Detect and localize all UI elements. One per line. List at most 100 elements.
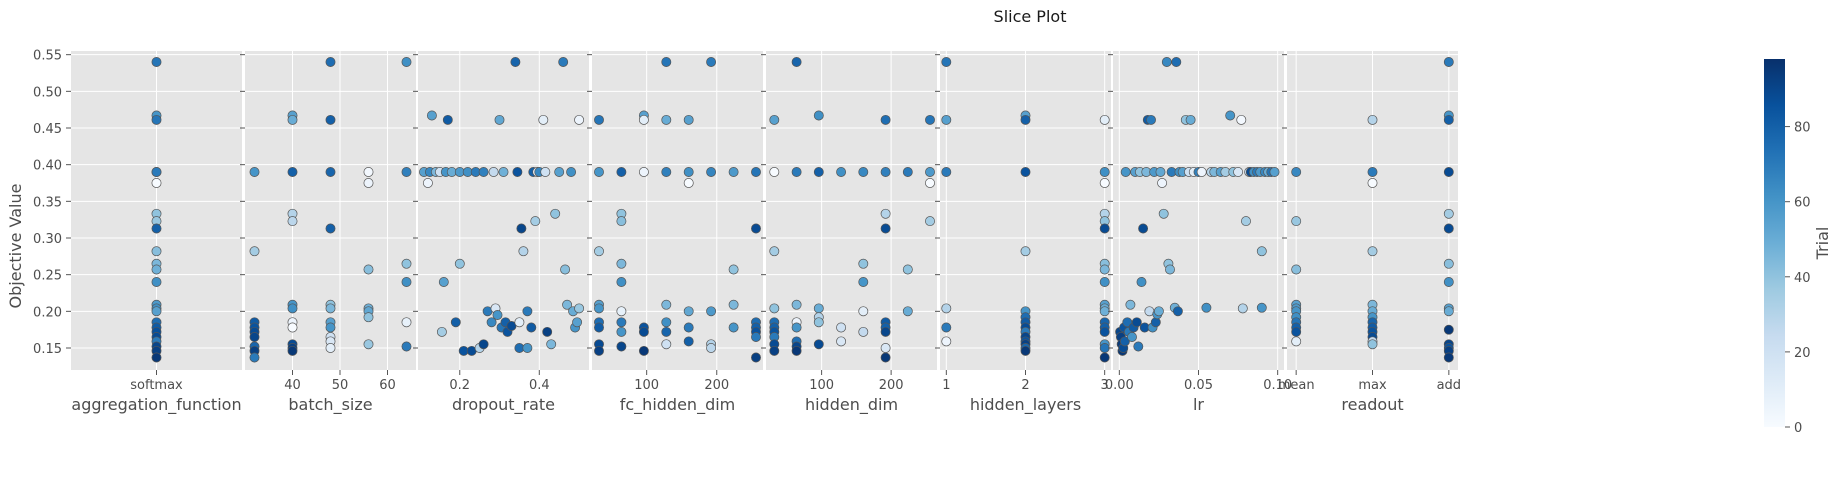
x-axis-label-fc_hidden_dim: fc_hidden_dim bbox=[620, 395, 736, 415]
data-point bbox=[638, 167, 649, 177]
data-point bbox=[616, 277, 627, 287]
data-point bbox=[769, 303, 780, 314]
data-point bbox=[450, 317, 461, 328]
data-point bbox=[1443, 208, 1454, 219]
x-axis-label-batch_size: batch_size bbox=[288, 395, 372, 415]
colorbar-tick-label: 20 bbox=[1794, 346, 1811, 361]
data-point bbox=[594, 246, 604, 257]
colorbar-gradient bbox=[1764, 59, 1785, 427]
data-point bbox=[813, 339, 824, 350]
panel-batch_size: 40 50 60 batch_size bbox=[240, 51, 416, 415]
data-point bbox=[1291, 167, 1302, 177]
x-axis-label-hidden_layers: hidden_layers bbox=[970, 395, 1081, 415]
data-point bbox=[683, 167, 694, 177]
data-point bbox=[363, 264, 374, 275]
panel-aggregation_function: 0.15 0.20 0.25 0.30 0.35 0.40 0.45 0.50 0.55 soft… bbox=[33, 49, 242, 415]
data-point bbox=[661, 317, 672, 328]
data-point bbox=[880, 352, 891, 363]
data-point bbox=[1020, 345, 1031, 356]
data-point bbox=[454, 258, 465, 269]
data-point bbox=[325, 114, 336, 125]
data-point bbox=[616, 216, 627, 227]
data-point bbox=[1233, 167, 1244, 177]
data-point bbox=[554, 167, 565, 177]
data-point bbox=[728, 322, 739, 333]
data-point bbox=[925, 167, 935, 177]
data-point bbox=[325, 343, 336, 353]
y-tick-label: 0.40 bbox=[33, 159, 62, 174]
data-point bbox=[494, 114, 505, 125]
data-point bbox=[512, 167, 523, 177]
panel-lr: 0.00 0.05 0.10 lr bbox=[1105, 51, 1292, 414]
y-tick-label: 0.45 bbox=[33, 122, 62, 137]
x-tick-label: max bbox=[1358, 378, 1387, 393]
data-point bbox=[616, 167, 627, 177]
data-point bbox=[661, 339, 672, 350]
panel-background bbox=[766, 51, 937, 370]
data-point bbox=[401, 258, 412, 269]
data-point bbox=[560, 264, 571, 275]
panel-readout: mean max add readout bbox=[1278, 51, 1461, 414]
data-point bbox=[1443, 306, 1454, 317]
data-point bbox=[1158, 208, 1169, 219]
x-tick-label: 100 bbox=[809, 378, 834, 393]
colorbar-tick-label: 40 bbox=[1794, 271, 1811, 286]
data-point bbox=[813, 167, 824, 177]
y-tick-label: 0.50 bbox=[33, 85, 62, 100]
x-tick-label: mean bbox=[1278, 378, 1315, 393]
data-point bbox=[1367, 178, 1378, 188]
data-point bbox=[1256, 246, 1267, 257]
data-point bbox=[1150, 317, 1161, 328]
data-point bbox=[1165, 264, 1175, 275]
data-point bbox=[594, 303, 604, 314]
data-point bbox=[1146, 114, 1156, 125]
data-point bbox=[751, 223, 761, 234]
data-point bbox=[426, 110, 437, 121]
data-point bbox=[880, 223, 891, 234]
data-point bbox=[488, 167, 499, 177]
data-point bbox=[858, 258, 869, 269]
x-axis-label-hidden_dim: hidden_dim bbox=[805, 395, 898, 415]
data-point bbox=[791, 57, 802, 67]
x-tick-label: 60 bbox=[379, 378, 396, 393]
data-point bbox=[1443, 223, 1454, 234]
data-point bbox=[661, 326, 672, 337]
data-point bbox=[401, 57, 412, 67]
data-point bbox=[151, 223, 162, 234]
data-point bbox=[151, 277, 162, 287]
data-point bbox=[1291, 216, 1302, 227]
data-point bbox=[1171, 57, 1182, 67]
data-point bbox=[1099, 306, 1110, 317]
data-point bbox=[526, 322, 537, 333]
data-point bbox=[538, 114, 549, 125]
data-point bbox=[769, 246, 780, 257]
data-point bbox=[1127, 332, 1137, 342]
y-tick-label: 0.30 bbox=[33, 232, 62, 247]
data-point bbox=[813, 317, 824, 328]
y-axis-label: Objective Value bbox=[6, 184, 25, 309]
data-point bbox=[728, 167, 739, 177]
data-point bbox=[1120, 167, 1131, 177]
data-point bbox=[287, 322, 298, 333]
x-axis-label-dropout_rate: dropout_rate bbox=[452, 395, 555, 415]
data-point bbox=[151, 264, 162, 275]
data-point bbox=[325, 167, 336, 177]
x-tick-label: 2 bbox=[1021, 378, 1029, 393]
data-point bbox=[522, 343, 533, 353]
data-point bbox=[1020, 167, 1031, 177]
data-point bbox=[518, 246, 529, 257]
data-point bbox=[478, 339, 489, 350]
data-point bbox=[1099, 223, 1110, 234]
data-point bbox=[616, 341, 627, 352]
data-point bbox=[558, 57, 569, 67]
data-point bbox=[858, 306, 869, 317]
data-point bbox=[941, 114, 952, 125]
x-tick-label: 0.4 bbox=[529, 378, 550, 393]
data-point bbox=[550, 208, 561, 219]
data-point bbox=[880, 208, 891, 219]
data-point bbox=[616, 258, 627, 269]
panel-fc_hidden_dim: 100 200 fc_hidden_dim bbox=[587, 51, 763, 415]
data-point bbox=[436, 326, 447, 337]
data-point bbox=[1367, 339, 1378, 350]
data-point bbox=[1099, 178, 1110, 188]
